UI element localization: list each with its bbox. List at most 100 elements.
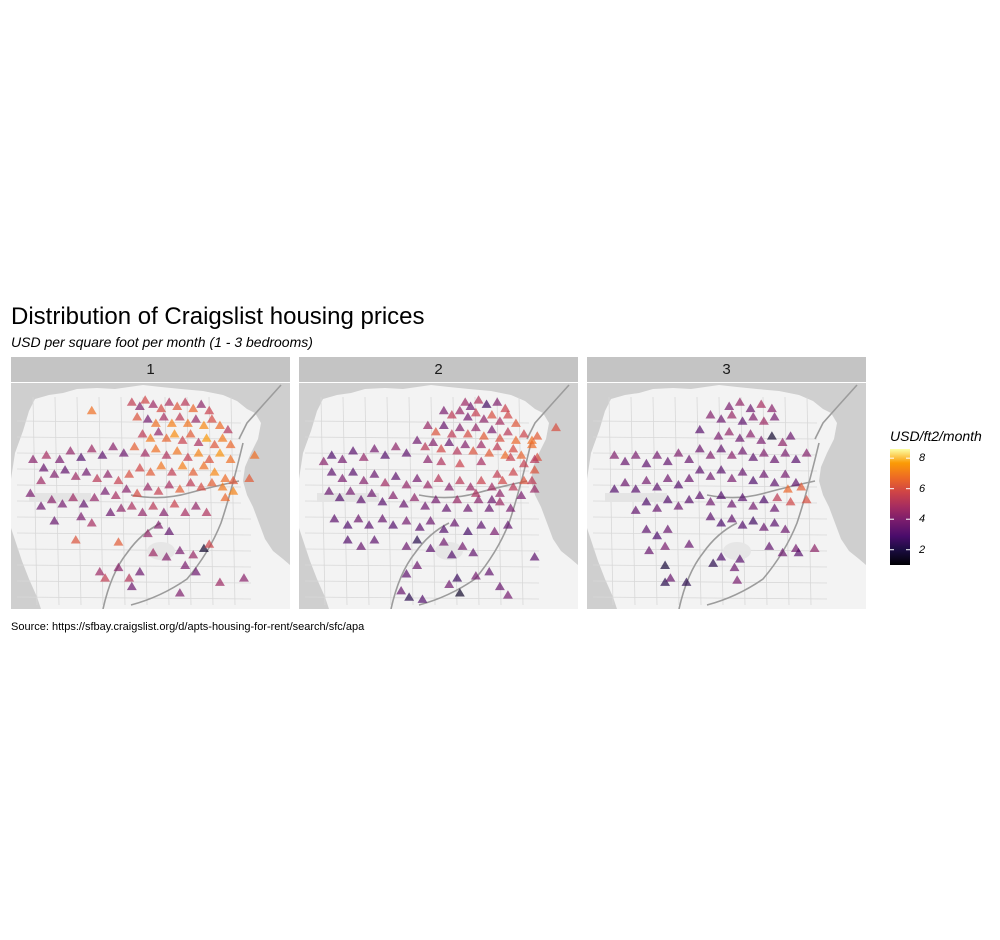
- listing-point: [148, 501, 159, 510]
- listing-point: [748, 412, 759, 421]
- listing-point: [177, 435, 188, 444]
- listing-point: [684, 454, 695, 463]
- listing-point: [209, 439, 220, 449]
- listing-point: [529, 552, 540, 561]
- listing-point: [508, 467, 519, 476]
- listing-point: [204, 454, 215, 463]
- listing-point: [492, 469, 503, 478]
- listing-point: [438, 420, 449, 430]
- listing-point: [724, 401, 735, 410]
- listing-point: [473, 395, 484, 404]
- map-highway: [706, 442, 820, 606]
- listing-point: [342, 535, 353, 544]
- listing-point: [766, 431, 777, 440]
- listing-point: [436, 443, 447, 453]
- listing-point: [193, 437, 204, 446]
- listing-point: [401, 516, 412, 525]
- listing-point: [36, 475, 46, 485]
- listing-point: [214, 577, 225, 586]
- listing-point: [92, 473, 103, 483]
- listing-point: [137, 429, 148, 438]
- listing-point: [172, 401, 183, 410]
- map-streets: [592, 396, 828, 606]
- listing-point: [150, 418, 161, 427]
- listing-point: [724, 427, 735, 436]
- listing-point: [318, 456, 329, 466]
- listing-point: [214, 420, 225, 430]
- map-street: [304, 516, 540, 520]
- listing-point: [790, 477, 801, 487]
- listing-point: [148, 399, 159, 408]
- listing-point: [116, 503, 127, 512]
- listing-point: [444, 579, 455, 589]
- listing-point: [644, 545, 655, 555]
- listing-point: [462, 503, 473, 512]
- facet-map-1: [11, 383, 290, 609]
- listing-point: [766, 403, 777, 413]
- listing-point: [420, 441, 431, 451]
- listing-point: [358, 452, 369, 461]
- listing-point: [137, 507, 148, 516]
- listing-point: [705, 511, 716, 521]
- listing-point: [641, 496, 652, 506]
- map-highway: [678, 522, 738, 609]
- map-street: [16, 596, 252, 600]
- listing-point: [422, 454, 433, 463]
- listing-point: [145, 467, 156, 476]
- listing-point: [694, 443, 705, 453]
- listing-point: [732, 575, 743, 584]
- listing-point: [476, 475, 487, 485]
- listing-point: [100, 573, 111, 582]
- listing-point: [486, 424, 497, 434]
- listing-point: [454, 422, 465, 432]
- map-street: [164, 396, 170, 606]
- listing-point: [201, 507, 212, 516]
- listing-point: [726, 473, 737, 483]
- listing-point: [737, 467, 748, 476]
- listing-point: [49, 469, 60, 478]
- listing-point: [164, 480, 175, 489]
- listing-point: [745, 429, 756, 438]
- map-park: [317, 493, 379, 502]
- listing-point: [436, 456, 447, 466]
- map-street: [592, 436, 818, 440]
- listing-point: [225, 439, 236, 449]
- listing-point: [124, 469, 135, 478]
- listing-point: [758, 469, 769, 478]
- listing-point: [161, 552, 172, 561]
- listing-point: [142, 414, 153, 423]
- listing-point: [78, 499, 89, 508]
- listing-point: [124, 573, 135, 582]
- listing-point: [500, 450, 511, 459]
- listing-point: [188, 549, 199, 559]
- listing-point: [369, 535, 380, 544]
- listing-point: [452, 573, 463, 582]
- listing-point: [518, 429, 529, 438]
- listing-point: [417, 594, 428, 603]
- listing-point: [150, 443, 161, 453]
- listing-point: [756, 435, 767, 444]
- listing-point: [484, 566, 495, 576]
- listing-point: [662, 524, 673, 533]
- listing-point: [449, 518, 460, 527]
- listing-point: [494, 488, 505, 497]
- listing-point: [433, 473, 444, 483]
- listing-point: [452, 494, 463, 504]
- listing-point: [785, 496, 796, 506]
- listing-point: [198, 543, 209, 552]
- listing-point: [452, 446, 463, 455]
- map-park: [147, 542, 175, 560]
- map-street: [16, 452, 242, 456]
- listing-point: [505, 503, 516, 512]
- listing-point: [425, 516, 436, 525]
- listing-point: [660, 577, 671, 586]
- listing-point: [465, 401, 476, 410]
- listing-point: [510, 418, 521, 427]
- listing-point: [508, 482, 519, 491]
- listing-point: [153, 520, 164, 529]
- listing-point: [465, 482, 476, 491]
- map-street: [674, 396, 680, 606]
- listing-point: [132, 412, 143, 421]
- listing-point: [105, 507, 116, 516]
- listing-point: [41, 450, 52, 459]
